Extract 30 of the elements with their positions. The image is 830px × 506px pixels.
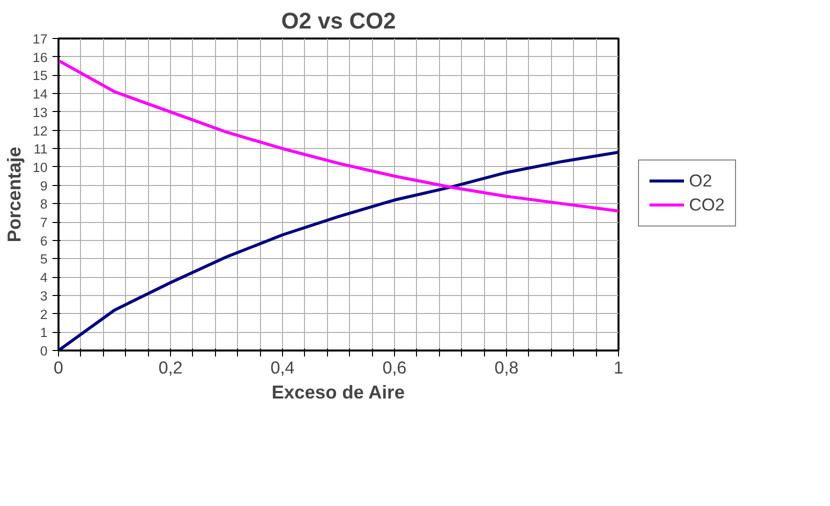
y-tick-label: 7 (40, 215, 48, 230)
x-tick-label: 0,4 (270, 358, 295, 378)
y-axis-title: Porcentaje (4, 146, 25, 242)
y-tick-label: 3 (40, 288, 48, 304)
x-axis-title: Exceso de Aire (272, 382, 405, 402)
y-tick-label: 13 (32, 104, 48, 120)
y-tick-label: 5 (40, 252, 48, 267)
y-tick-label: 2 (40, 306, 48, 322)
x-tick-label: 0,2 (158, 358, 183, 378)
y-tick-label: 10 (32, 160, 48, 175)
y-tick-label: 9 (40, 178, 48, 194)
line-series (58, 59, 618, 213)
y-tick-label: 6 (40, 233, 48, 248)
y-tick-label: 12 (32, 123, 48, 138)
x-tick-label: 0,6 (382, 358, 407, 378)
legend-label: CO2 (689, 194, 725, 215)
x-tick-label: 0,8 (494, 358, 519, 378)
y-tick-label: 15 (32, 68, 48, 84)
y-tick-label: 0 (40, 344, 48, 358)
y-tick-label: 8 (40, 196, 48, 212)
y-tick-label: 14 (32, 86, 48, 102)
legend-label: O2 (689, 170, 712, 191)
x-tick-label: 1 (614, 358, 624, 378)
chart-title: O2 vs CO2 (281, 8, 396, 34)
y-tick-label: 17 (32, 32, 48, 46)
y-tick-label: 16 (32, 50, 48, 65)
y-tick-label: 11 (34, 142, 48, 157)
x-tick-label: 0 (54, 358, 64, 378)
y-tick-label: 1 (40, 325, 48, 340)
y-tick-label: 4 (40, 270, 48, 286)
